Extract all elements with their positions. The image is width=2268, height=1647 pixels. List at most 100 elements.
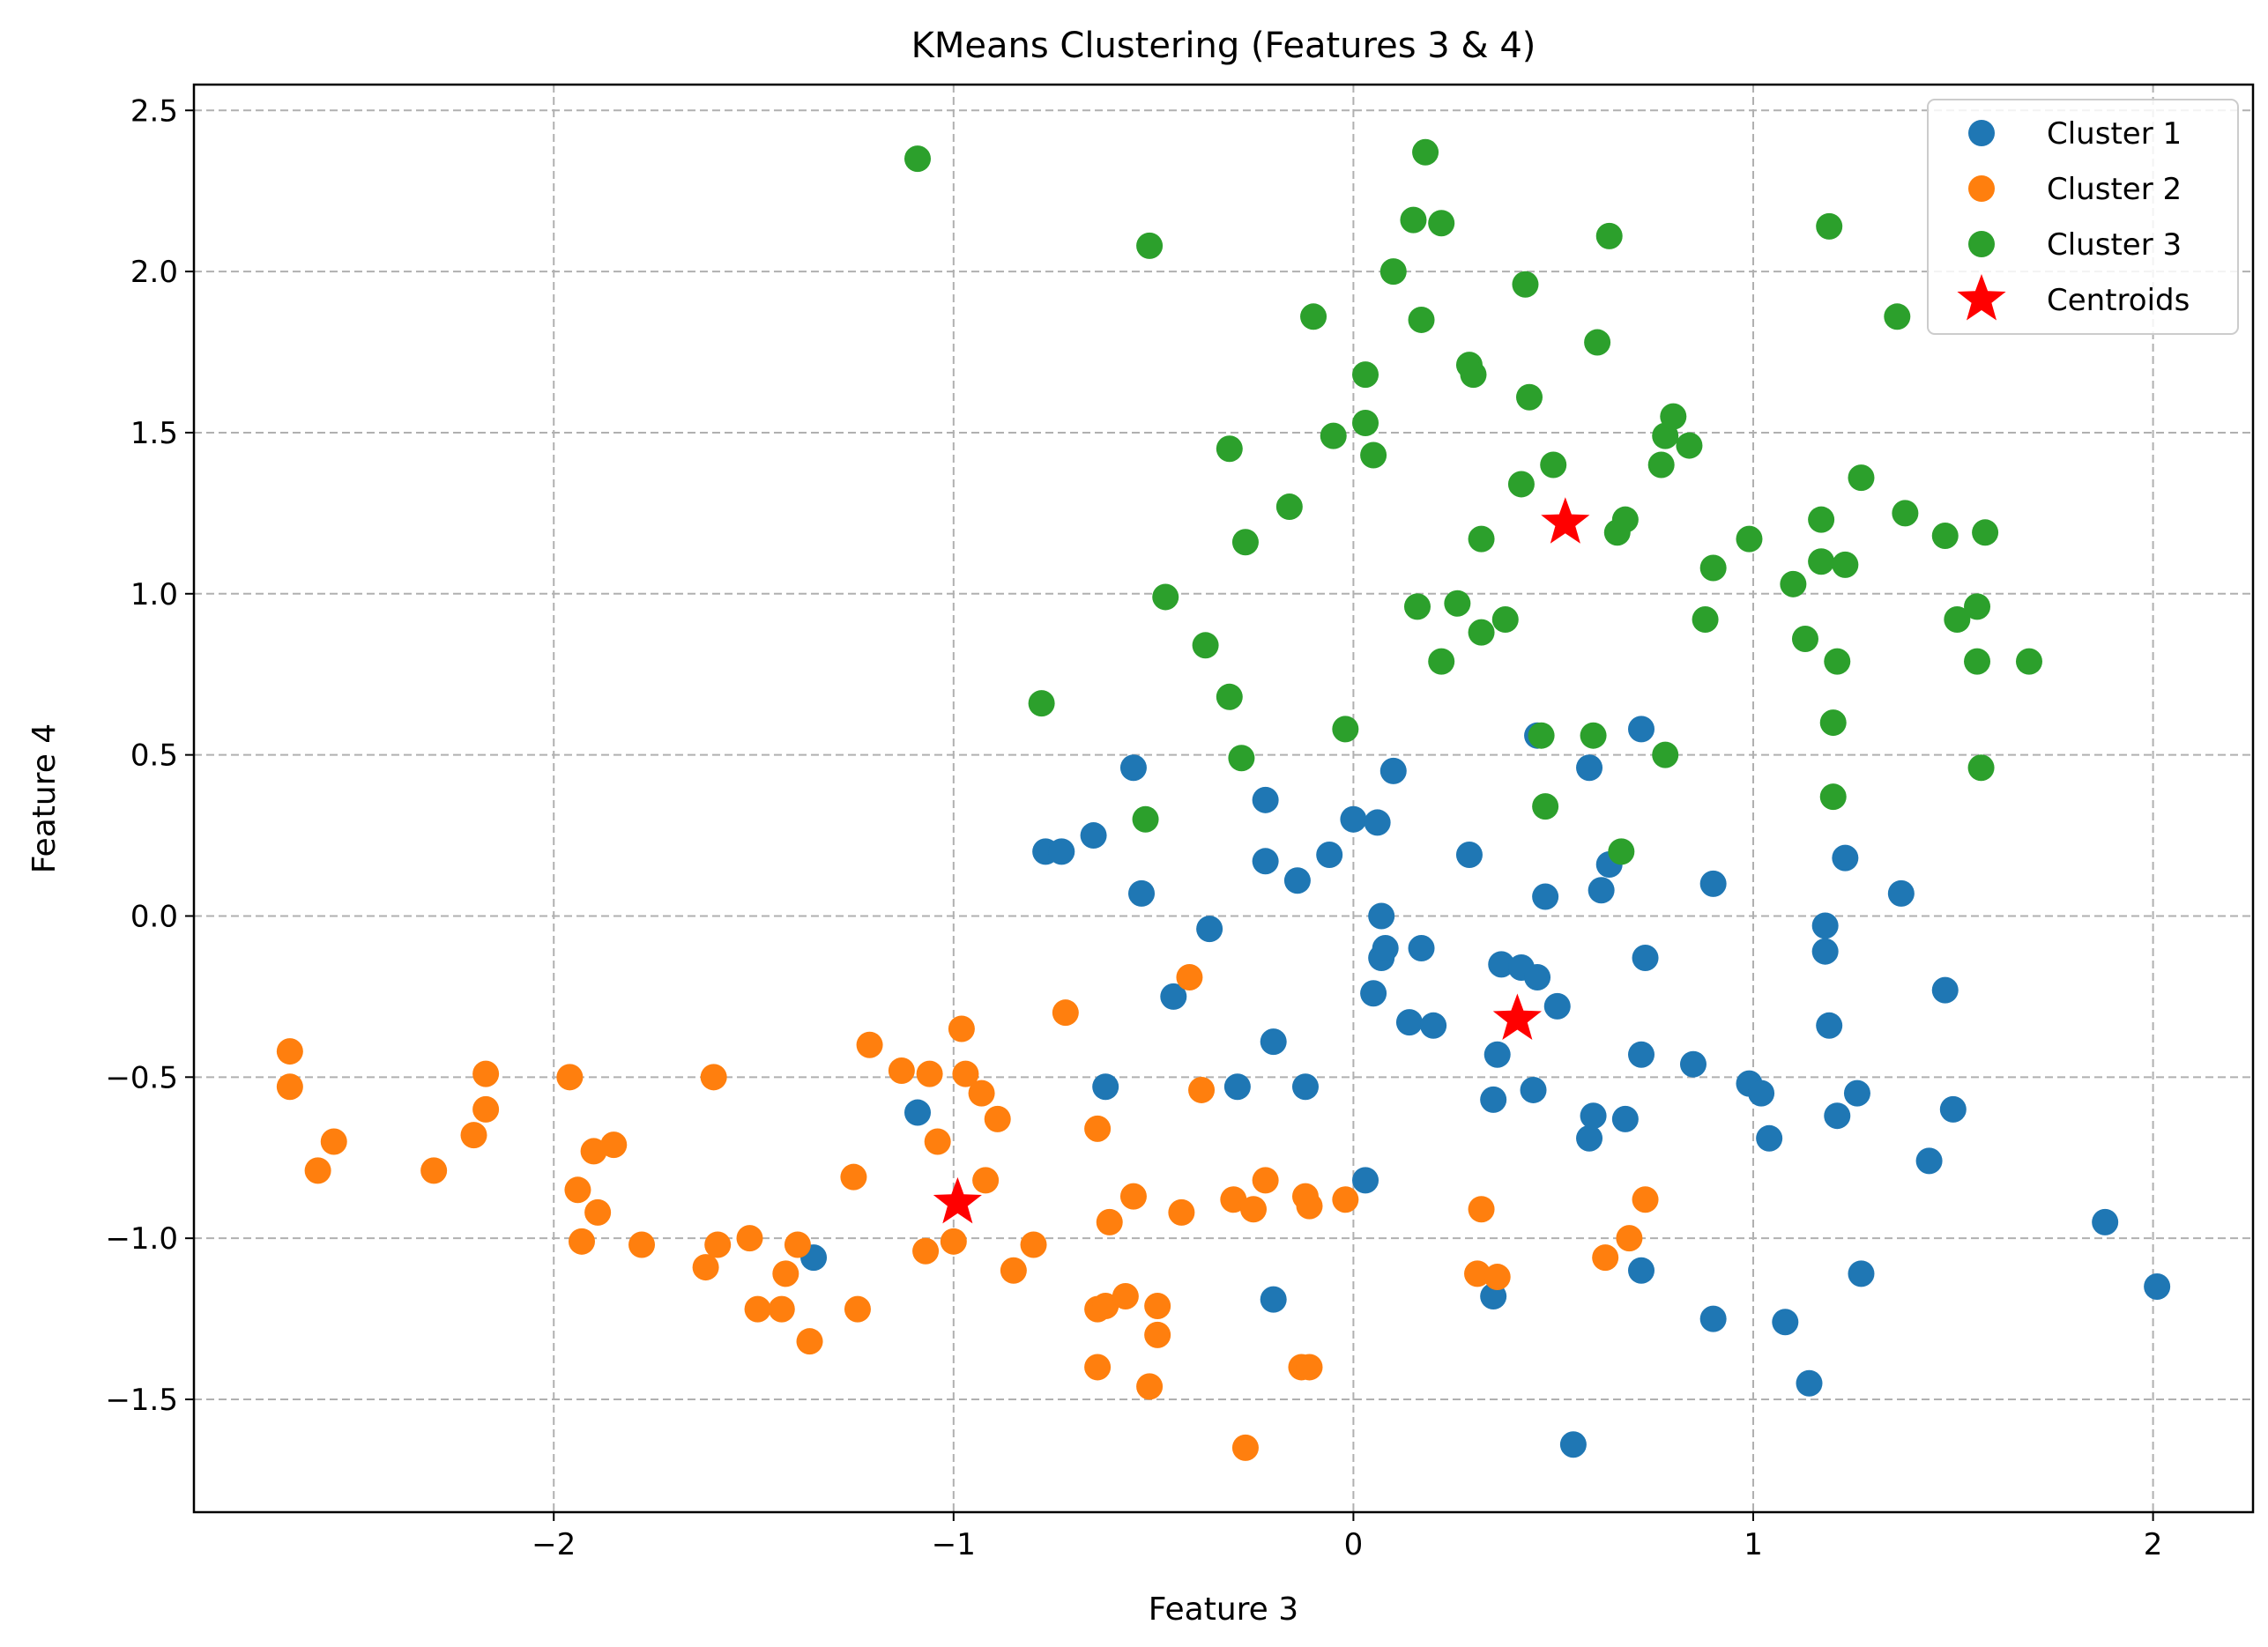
data-point bbox=[1931, 976, 1959, 1004]
data-point bbox=[2015, 648, 2042, 675]
data-point bbox=[736, 1225, 763, 1252]
data-point bbox=[1756, 1124, 1783, 1152]
data-point bbox=[772, 1260, 799, 1287]
data-point bbox=[1964, 593, 1991, 620]
data-point bbox=[856, 1031, 883, 1058]
data-point bbox=[580, 1138, 607, 1165]
data-point bbox=[1660, 403, 1687, 430]
data-point bbox=[1428, 210, 1455, 237]
data-point bbox=[968, 1079, 995, 1107]
legend-label: Cluster 2 bbox=[2047, 172, 2182, 207]
data-point bbox=[276, 1073, 303, 1101]
data-point bbox=[1491, 606, 1519, 634]
data-point bbox=[1316, 841, 1343, 868]
data-point bbox=[1507, 471, 1535, 498]
data-point bbox=[1780, 570, 1807, 597]
legend-label: Cluster 1 bbox=[2047, 116, 2182, 152]
series-centroids bbox=[933, 497, 1590, 1224]
data-point bbox=[1848, 1260, 1875, 1287]
data-point bbox=[1092, 1292, 1119, 1319]
data-point bbox=[1460, 361, 1487, 389]
data-point bbox=[1468, 619, 1495, 646]
data-point bbox=[1824, 648, 1851, 675]
data-point bbox=[1483, 1264, 1511, 1291]
data-points bbox=[276, 138, 2171, 1461]
data-point bbox=[1028, 690, 1055, 717]
data-point bbox=[1892, 500, 1919, 527]
data-point bbox=[420, 1157, 448, 1184]
data-point bbox=[1608, 838, 1635, 865]
data-point bbox=[1628, 716, 1655, 743]
y-tick-label: 0.5 bbox=[130, 738, 178, 774]
data-point bbox=[1231, 529, 1259, 556]
y-tick-label: 1.5 bbox=[130, 416, 178, 451]
data-point bbox=[2144, 1273, 2171, 1301]
axis-ticks: −2 −1 0 1 2 −1.5 −1.0 −0.5 0.0 0.5 1.0 1.5 2.0 2.5 bbox=[105, 93, 2162, 1562]
data-point bbox=[1428, 648, 1455, 675]
data-point bbox=[844, 1295, 871, 1323]
y-tick-label: 1.0 bbox=[130, 577, 178, 612]
data-point bbox=[916, 1060, 943, 1087]
data-point bbox=[1480, 1086, 1507, 1113]
data-point bbox=[1559, 1431, 1587, 1458]
data-point bbox=[1260, 1286, 1287, 1313]
data-point bbox=[888, 1057, 915, 1085]
data-point bbox=[584, 1198, 612, 1226]
data-point bbox=[1676, 432, 1703, 459]
y-tick-label: −0.5 bbox=[105, 1060, 178, 1095]
data-point bbox=[1144, 1321, 1171, 1348]
data-point bbox=[1584, 329, 1611, 356]
data-point bbox=[1652, 741, 1679, 768]
legend-marker bbox=[1968, 120, 1995, 146]
data-point bbox=[1736, 525, 1763, 553]
data-point bbox=[1252, 848, 1279, 875]
data-point bbox=[1408, 306, 1435, 333]
data-point bbox=[600, 1131, 628, 1159]
data-point bbox=[1632, 1186, 1659, 1213]
legend-marker bbox=[1968, 231, 1995, 257]
data-point bbox=[1216, 435, 1243, 463]
data-point bbox=[972, 1167, 1000, 1194]
data-point bbox=[1092, 1073, 1119, 1101]
data-point bbox=[1520, 1076, 1547, 1103]
data-point bbox=[1400, 206, 1427, 234]
data-point bbox=[320, 1128, 347, 1155]
data-point bbox=[1972, 519, 1999, 546]
data-point bbox=[472, 1095, 500, 1123]
data-point bbox=[1216, 683, 1243, 710]
data-point bbox=[1128, 879, 1156, 907]
data-point bbox=[1772, 1309, 1799, 1336]
data-point bbox=[1296, 1354, 1323, 1381]
data-point bbox=[1580, 1102, 1607, 1130]
data-point bbox=[1832, 844, 1859, 872]
data-point bbox=[1296, 1192, 1323, 1220]
data-point bbox=[1160, 983, 1187, 1010]
data-point bbox=[304, 1157, 331, 1184]
data-point bbox=[1524, 963, 1551, 990]
y-axis-label: Feature 4 bbox=[26, 723, 63, 873]
data-point bbox=[1543, 992, 1571, 1020]
data-point bbox=[904, 145, 932, 173]
data-point bbox=[1811, 912, 1839, 939]
data-point bbox=[1275, 493, 1303, 521]
data-point bbox=[2092, 1208, 2119, 1235]
x-tick-label: 1 bbox=[1744, 1527, 1763, 1562]
data-point bbox=[1364, 809, 1391, 836]
data-point bbox=[1403, 593, 1431, 620]
data-point bbox=[1252, 1167, 1279, 1194]
data-point bbox=[1252, 786, 1279, 813]
data-point bbox=[472, 1060, 500, 1087]
data-point bbox=[912, 1237, 940, 1265]
data-point bbox=[1464, 1260, 1491, 1287]
data-point bbox=[1188, 1076, 1216, 1103]
legend-label: Centroids bbox=[2047, 283, 2190, 318]
data-point bbox=[564, 1176, 591, 1204]
data-point bbox=[1588, 877, 1615, 904]
data-point bbox=[1699, 1305, 1727, 1332]
data-point bbox=[1528, 722, 1555, 749]
data-point bbox=[1576, 754, 1603, 782]
x-tick-label: 0 bbox=[1344, 1527, 1364, 1562]
data-point bbox=[1152, 583, 1179, 611]
data-point bbox=[796, 1328, 823, 1355]
data-point bbox=[1352, 361, 1379, 389]
